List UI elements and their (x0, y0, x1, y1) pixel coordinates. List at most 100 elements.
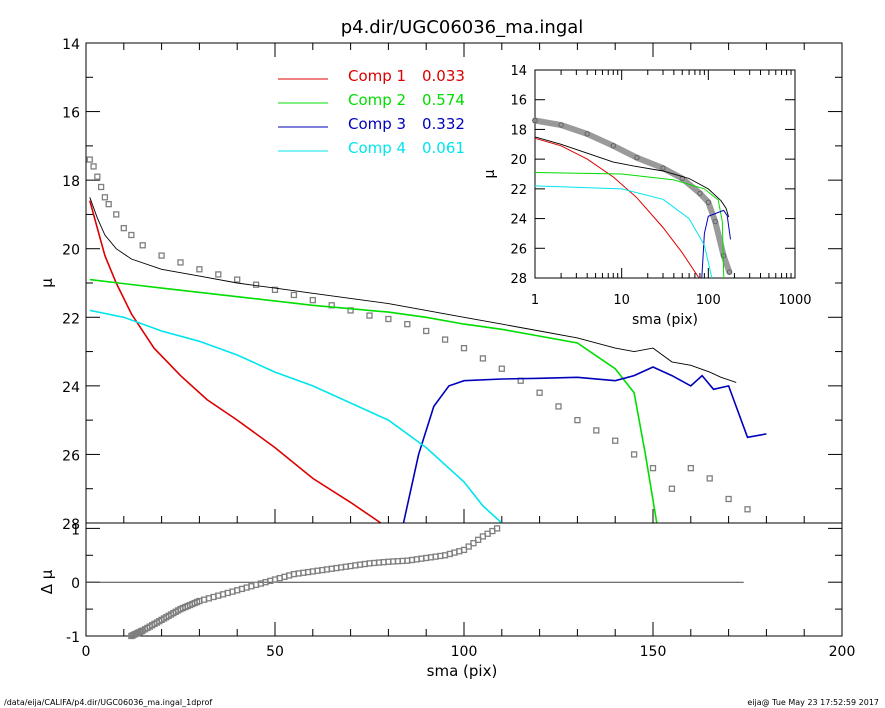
data-point (441, 336, 449, 343)
data-point (366, 312, 373, 319)
data-point (97, 183, 105, 191)
main-y-tick-label: 20 (62, 243, 80, 259)
main-series (86, 156, 767, 524)
model-line (89, 197, 737, 383)
inset-x-axis-label: sma (pix) (632, 312, 698, 328)
main-y-axis-label: μ (38, 278, 56, 288)
data-point (744, 506, 751, 513)
comp-3-line (402, 366, 767, 524)
inset-data-point (697, 190, 703, 196)
residual-point (470, 540, 477, 547)
data-point (139, 242, 146, 249)
inset-y-tick-label: 18 (510, 123, 527, 138)
data-point (105, 200, 112, 208)
residual-panel: -101 Δ μ 0 50 100 150 200 sma (pix) (38, 522, 855, 680)
data-point (128, 231, 135, 239)
data-point (706, 475, 713, 482)
data-point (309, 296, 316, 304)
main-axis-ticks (85, 42, 843, 524)
main-y-tick-label: 16 (62, 106, 80, 122)
data-point (158, 252, 165, 259)
data-points (86, 156, 751, 513)
residual-axis-ticks (85, 527, 843, 637)
x-tick-label: 150 (640, 644, 667, 660)
legend-value-comp-4: 0.061 (422, 139, 465, 157)
inset-comp-2-line (534, 172, 725, 279)
main-y-tick-label: 24 (62, 380, 80, 396)
inset-model-line (534, 136, 730, 218)
footer-path: /data/eija/CALIFA/p4.dir/UGC06036_ma.ing… (4, 698, 213, 707)
residual-y-tick-label: -1 (66, 630, 80, 646)
inset-panel: 14 16 18 20 22 24 26 28 1 10 100 1000 μ sma (pix) (482, 64, 812, 328)
data-point (725, 495, 732, 503)
inset-data-point (660, 165, 666, 171)
main-y-tick-label: 22 (62, 311, 80, 327)
inset-axis-ticks (534, 69, 795, 279)
inset-data-point (634, 155, 640, 161)
data-point (630, 451, 638, 458)
residual-point (493, 525, 501, 532)
inset-series (532, 117, 733, 279)
data-point (460, 344, 468, 352)
inset-y-tick-label: 14 (510, 64, 527, 79)
main-y-tick-label: 14 (62, 37, 80, 53)
legend-label-comp-1: Comp 1 (348, 67, 406, 85)
residual-y-tick-labels: -1 0 1 (66, 522, 80, 646)
comp-2-line (89, 278, 658, 524)
main-y-tick-label: 18 (62, 174, 80, 190)
data-point (612, 437, 619, 444)
legend-value-comp-3: 0.332 (422, 115, 465, 133)
inset-background (535, 70, 795, 278)
inset-tick-labels: 14 16 18 20 22 24 26 28 1 10 100 1000 (510, 64, 811, 308)
residual-point (475, 536, 482, 543)
data-point (234, 276, 241, 283)
data-point (687, 464, 694, 472)
residual-point (465, 543, 472, 550)
inset-data-point (726, 269, 732, 275)
comp-1-line (89, 200, 382, 524)
inset-data-point (705, 199, 711, 205)
data-point (94, 173, 101, 180)
inset-comp-3-line (701, 209, 731, 279)
x-tick-label: 100 (451, 644, 478, 660)
residual-y-axis-label: Δ μ (38, 569, 56, 594)
data-point (593, 427, 600, 434)
inset-x-tick-label: 1000 (778, 293, 811, 308)
legend-label-comp-2: Comp 2 (348, 91, 406, 109)
residual-point (460, 546, 468, 554)
comp-4-line (89, 309, 503, 524)
inset-x-tick-label: 100 (696, 293, 721, 308)
data-point (86, 156, 93, 163)
inset-frame (534, 69, 796, 279)
inset-data-point (610, 143, 616, 149)
data-point (101, 194, 109, 201)
data-point (252, 281, 260, 288)
inset-comp-1-line (534, 137, 700, 279)
inset-y-tick-label: 22 (510, 183, 527, 198)
inset-x-tick-label: 1 (531, 293, 539, 308)
plot-title: p4.dir/UGC06036_ma.ingal (341, 17, 584, 38)
data-point (271, 286, 279, 294)
x-tick-label: 50 (266, 644, 284, 660)
inset-y-tick-label: 26 (510, 242, 527, 257)
data-point (404, 320, 411, 328)
legend: Comp 1 0.033 Comp 2 0.574 Comp 3 0.332 Comp 4 0… (278, 67, 465, 157)
data-point (385, 315, 392, 323)
data-point (536, 389, 543, 396)
main-y-tick-label: 26 (62, 448, 80, 464)
data-point (649, 464, 657, 472)
data-point (290, 291, 298, 299)
inset-y-tick-label: 16 (510, 94, 527, 109)
data-point (120, 224, 127, 232)
data-point (555, 403, 562, 410)
inset-y-tick-label: 24 (510, 213, 527, 228)
residual-y-tick-label: 1 (71, 522, 80, 538)
data-point (479, 355, 487, 362)
residual-points (128, 525, 501, 640)
inset-x-tick-label: 10 (613, 293, 630, 308)
inset-data-point (584, 131, 590, 137)
legend-label-comp-3: Comp 3 (348, 115, 406, 133)
inset-y-axis-label: μ (482, 169, 498, 178)
data-point (113, 211, 120, 218)
